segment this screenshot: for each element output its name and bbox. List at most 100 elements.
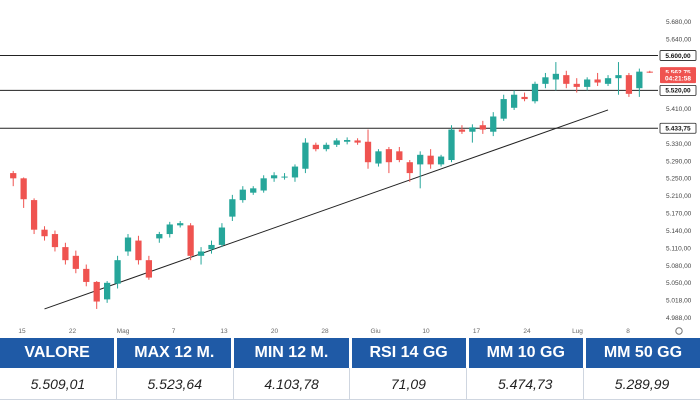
stats-value-max12: 5.523,64 — [116, 368, 234, 400]
candle-body — [93, 281, 100, 302]
candle-body — [10, 173, 17, 179]
x-tick-label: 8 — [626, 328, 630, 335]
x-tick-label: 20 — [271, 328, 279, 335]
candle-body — [30, 200, 38, 230]
stats-header-valore: VALORE — [0, 338, 118, 368]
candle-body — [594, 79, 601, 83]
chart-settings-icon[interactable] — [675, 327, 683, 335]
price-chart: 5.680,005.640,005.570,005.500,005.450,00… — [0, 19, 697, 335]
candle-body — [177, 223, 184, 226]
candle-body — [51, 234, 59, 248]
candle-body — [646, 71, 653, 73]
candle-body — [396, 151, 403, 161]
candle-body — [479, 125, 486, 130]
candle-body — [584, 79, 591, 87]
candle-body — [437, 156, 445, 165]
x-tick-label: 7 — [172, 328, 176, 335]
candle-body — [83, 268, 90, 282]
candle-body — [500, 99, 507, 119]
candle-body — [542, 77, 549, 84]
candle-body — [145, 260, 153, 278]
candle-body — [135, 240, 142, 261]
candle-body — [354, 140, 361, 143]
y-tick-label: 5.018,00 — [666, 298, 692, 305]
price-label: 5.520,00 — [659, 84, 697, 96]
candle-body — [166, 224, 173, 235]
candle-body — [20, 178, 27, 200]
x-tick-label: Mag — [117, 328, 130, 335]
price-label-text: 5.562,75 — [665, 69, 691, 76]
candle-body — [469, 127, 476, 132]
candle-body — [521, 96, 528, 100]
candles-layer — [10, 62, 653, 309]
stats-header-max12: MAX 12 M. — [117, 338, 235, 368]
y-tick-label: 5.080,00 — [666, 263, 692, 270]
candle-body — [62, 247, 69, 261]
candle-body — [458, 129, 466, 132]
candle-body — [229, 199, 236, 217]
candle-body — [208, 244, 215, 250]
candle-body — [250, 188, 257, 193]
y-tick-label: 5.410,00 — [666, 106, 692, 113]
stats-value-valore: 5.509,01 — [0, 368, 117, 400]
stats-header-mm10: MM 10 GG — [468, 338, 586, 368]
stats-value-rsi14: 71,09 — [350, 368, 468, 400]
candle-body — [417, 154, 424, 165]
horizontal-levels — [0, 55, 658, 129]
candle-body — [156, 234, 163, 239]
candle-body — [375, 151, 382, 164]
price-label-text: 5.520,00 — [665, 88, 691, 95]
y-tick-label: 5.170,00 — [666, 211, 692, 218]
stats-value-min12: 4.103,78 — [233, 368, 351, 400]
x-tick-label: Lug — [572, 328, 583, 335]
level-price-box — [659, 122, 697, 134]
x-tick-label: 15 — [18, 328, 26, 335]
candle-body — [385, 149, 393, 163]
candle-body — [187, 225, 194, 256]
x-tick-label: 13 — [220, 328, 228, 335]
candle-body — [72, 255, 79, 269]
candle-body — [344, 140, 351, 142]
candle-body — [615, 75, 622, 79]
x-tick-label: 10 — [422, 328, 430, 335]
stats-value-mm10: 5.474,73 — [467, 368, 585, 400]
candle-body — [531, 83, 539, 102]
stats-header-row: VALORE MAX 12 M. MIN 12 M. RSI 14 GG MM … — [0, 338, 700, 368]
stats-header-mm50: MM 50 GG — [585, 338, 700, 368]
y-tick-label: 5.640,00 — [666, 36, 692, 43]
y-tick-label: 5.680,00 — [666, 19, 692, 26]
stats-value-row: 5.509,01 5.523,64 4.103,78 71,09 5.474,7… — [0, 368, 700, 400]
x-tick-label: Giu — [370, 328, 381, 335]
candle-body — [239, 189, 246, 201]
candle-body — [104, 282, 111, 300]
trendline-layer — [44, 109, 609, 310]
y-tick-label: 5.110,00 — [666, 245, 691, 252]
y-tick-label: 4.988,00 — [666, 315, 692, 322]
x-tick-label: 28 — [321, 328, 329, 335]
candle-body — [490, 116, 497, 132]
candle-body — [636, 71, 643, 89]
level-price-box — [659, 84, 697, 96]
x-axis: 15 22 Mag 7 13 20 28 Giu 10 17 24 Lug 8 — [18, 327, 683, 335]
level-price-box — [659, 50, 697, 61]
current-price-box — [660, 73, 696, 84]
y-tick-label: 5.210,00 — [666, 193, 692, 200]
y-axis: 5.680,005.640,005.570,005.500,005.450,00… — [666, 19, 692, 322]
price-label: 04:21:58 — [660, 73, 696, 84]
candle-body — [552, 73, 559, 80]
candle-body — [510, 94, 518, 108]
candle-body — [302, 142, 309, 169]
stats-table: VALORE MAX 12 M. MIN 12 M. RSI 14 GG MM … — [0, 338, 700, 400]
candle-body — [312, 144, 319, 150]
candle-body — [291, 166, 299, 178]
candle-body — [323, 144, 330, 150]
y-tick-label: 5.250,00 — [666, 176, 692, 183]
candle-body — [448, 129, 455, 161]
candle-body — [573, 83, 580, 87]
candle-body — [563, 75, 570, 84]
candle-body — [197, 251, 205, 256]
x-tick-label: 22 — [69, 328, 77, 335]
candle-body — [625, 75, 633, 94]
candle-body — [218, 227, 226, 245]
y-tick-label: 5.050,00 — [666, 280, 692, 287]
